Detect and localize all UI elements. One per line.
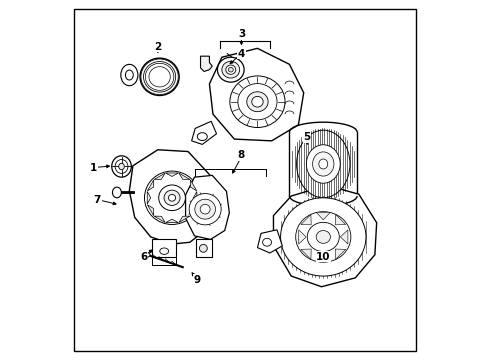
Polygon shape: [147, 180, 154, 191]
Polygon shape: [316, 254, 330, 262]
Ellipse shape: [121, 64, 138, 86]
Ellipse shape: [169, 194, 175, 201]
Ellipse shape: [189, 194, 221, 225]
Ellipse shape: [141, 59, 178, 95]
Ellipse shape: [197, 133, 207, 140]
Ellipse shape: [149, 67, 171, 87]
Ellipse shape: [145, 171, 199, 225]
Polygon shape: [166, 219, 178, 222]
Ellipse shape: [146, 64, 173, 90]
Polygon shape: [200, 56, 212, 72]
Polygon shape: [301, 249, 311, 259]
Ellipse shape: [144, 252, 150, 257]
Ellipse shape: [151, 69, 168, 85]
Ellipse shape: [263, 238, 271, 246]
Ellipse shape: [238, 84, 277, 120]
Polygon shape: [152, 239, 175, 257]
Ellipse shape: [159, 185, 185, 211]
Ellipse shape: [295, 212, 351, 262]
Polygon shape: [335, 215, 346, 225]
Ellipse shape: [115, 159, 128, 174]
Polygon shape: [301, 215, 311, 225]
Polygon shape: [196, 239, 212, 257]
Ellipse shape: [222, 61, 240, 78]
Ellipse shape: [226, 65, 236, 74]
Polygon shape: [179, 173, 190, 180]
Ellipse shape: [200, 204, 210, 214]
Text: 5: 5: [304, 132, 311, 142]
Text: 10: 10: [316, 252, 331, 261]
Ellipse shape: [316, 230, 330, 243]
Text: 8: 8: [238, 150, 245, 160]
Text: 6: 6: [140, 252, 147, 261]
Ellipse shape: [125, 70, 133, 80]
Ellipse shape: [247, 92, 268, 112]
Ellipse shape: [146, 63, 174, 90]
Ellipse shape: [144, 62, 176, 92]
Polygon shape: [257, 230, 282, 253]
Ellipse shape: [119, 163, 124, 170]
Ellipse shape: [306, 145, 340, 183]
Polygon shape: [147, 192, 151, 204]
Text: 3: 3: [238, 29, 245, 39]
Polygon shape: [341, 230, 348, 244]
Text: 4: 4: [238, 49, 245, 59]
Polygon shape: [192, 121, 217, 144]
Polygon shape: [166, 173, 178, 176]
Text: 1: 1: [90, 163, 98, 172]
Ellipse shape: [307, 222, 339, 252]
Polygon shape: [194, 192, 197, 204]
Polygon shape: [299, 230, 306, 244]
Ellipse shape: [164, 190, 180, 206]
Ellipse shape: [252, 96, 263, 107]
Ellipse shape: [319, 159, 328, 169]
Ellipse shape: [313, 152, 334, 176]
Polygon shape: [335, 249, 346, 259]
Ellipse shape: [281, 198, 366, 276]
Polygon shape: [154, 216, 165, 222]
Ellipse shape: [228, 67, 233, 72]
Ellipse shape: [218, 57, 244, 82]
Ellipse shape: [296, 130, 350, 198]
Polygon shape: [191, 180, 196, 191]
Polygon shape: [316, 212, 330, 220]
Polygon shape: [129, 150, 215, 244]
Polygon shape: [209, 48, 304, 141]
Text: 2: 2: [154, 41, 161, 51]
Ellipse shape: [195, 199, 216, 219]
Polygon shape: [179, 216, 190, 222]
Ellipse shape: [112, 187, 122, 198]
Ellipse shape: [160, 248, 169, 255]
Polygon shape: [154, 173, 165, 180]
Polygon shape: [147, 205, 154, 216]
Polygon shape: [191, 205, 196, 216]
Polygon shape: [273, 185, 377, 287]
Text: 9: 9: [194, 275, 200, 285]
Ellipse shape: [230, 76, 285, 127]
Ellipse shape: [112, 156, 131, 177]
Ellipse shape: [149, 67, 171, 87]
Polygon shape: [186, 175, 229, 239]
Text: 7: 7: [94, 194, 101, 204]
Ellipse shape: [199, 244, 207, 252]
Ellipse shape: [140, 58, 179, 95]
